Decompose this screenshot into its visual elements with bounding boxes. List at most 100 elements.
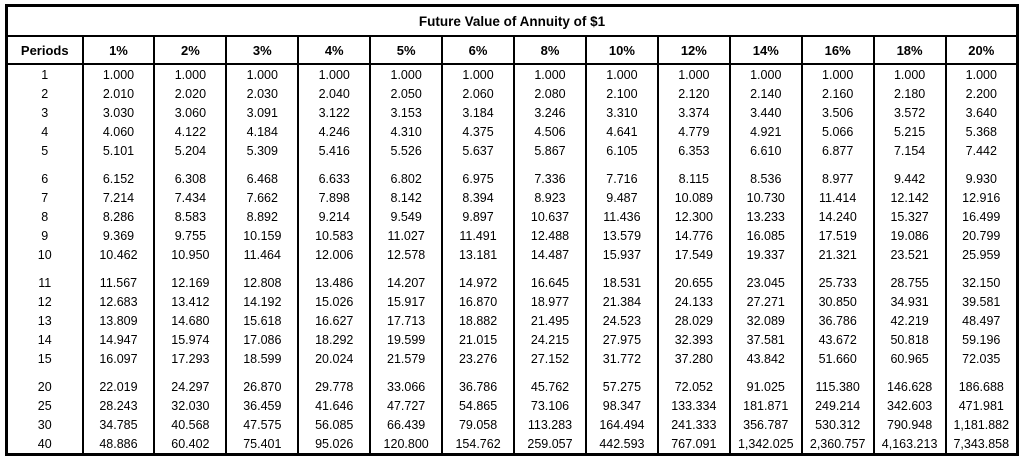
value-cell: 15.937 bbox=[584, 245, 659, 264]
period-cell: 9 bbox=[5, 226, 84, 245]
value-cell: 24.133 bbox=[656, 292, 731, 311]
value-cell: 9.755 bbox=[153, 226, 228, 245]
value-cell: 259.057 bbox=[513, 434, 587, 455]
value-cell: 12.142 bbox=[872, 188, 947, 207]
value-cell: 16.085 bbox=[728, 226, 803, 245]
table-row-period-30: 30 34.785 40.568 47.575 56.085 66.439 79.058 11… bbox=[5, 415, 1019, 434]
value-cell: 24.523 bbox=[584, 311, 659, 330]
value-cell: 33.066 bbox=[369, 368, 444, 396]
value-cell: 2.140 bbox=[728, 84, 803, 103]
value-cell: 7.662 bbox=[225, 188, 300, 207]
period-cell: 1 bbox=[5, 64, 84, 84]
value-cell: 12.169 bbox=[153, 264, 228, 292]
value-cell: 27.152 bbox=[513, 349, 587, 368]
value-cell: 18.292 bbox=[297, 330, 372, 349]
value-cell: 2.040 bbox=[297, 84, 372, 103]
value-cell: 8.142 bbox=[369, 188, 444, 207]
value-cell: 4,163.213 bbox=[872, 434, 947, 455]
value-cell: 34.785 bbox=[81, 415, 156, 434]
value-cell: 18.531 bbox=[584, 264, 659, 292]
table-head: Future Value of Annuity of $1 Periods 1%… bbox=[5, 4, 1019, 65]
value-cell: 18.599 bbox=[225, 349, 300, 368]
value-cell: 6.468 bbox=[225, 160, 300, 188]
table-row-period-40: 40 48.886 60.402 75.401 95.026 120.800 154.762… bbox=[5, 434, 1019, 455]
value-cell: 48.497 bbox=[944, 311, 1019, 330]
value-cell: 7.214 bbox=[81, 188, 156, 207]
value-cell: 5.526 bbox=[369, 141, 444, 160]
value-cell: 51.660 bbox=[800, 349, 875, 368]
rate-column-header-6: 6% bbox=[441, 35, 516, 65]
value-cell: 3.440 bbox=[728, 103, 803, 122]
value-cell: 14.776 bbox=[656, 226, 731, 245]
value-cell: 26.870 bbox=[225, 368, 300, 396]
value-cell: 5.204 bbox=[153, 141, 228, 160]
rate-column-header-16: 16% bbox=[800, 35, 875, 65]
value-cell: 7.898 bbox=[297, 188, 372, 207]
future-value-annuity-table: Future Value of Annuity of $1 Periods 1%… bbox=[5, 4, 1019, 456]
value-cell: 7.716 bbox=[584, 160, 659, 188]
value-cell: 16.870 bbox=[441, 292, 516, 311]
value-cell: 21.321 bbox=[800, 245, 875, 264]
value-cell: 2.160 bbox=[800, 84, 875, 103]
table-row-period-13: 13 13.809 14.680 15.618 16.627 17.713 18.882 21… bbox=[5, 311, 1019, 330]
period-cell: 7 bbox=[5, 188, 84, 207]
value-cell: 14.240 bbox=[800, 207, 875, 226]
value-cell: 1.000 bbox=[513, 64, 587, 84]
value-cell: 8.977 bbox=[800, 160, 875, 188]
value-cell: 54.865 bbox=[441, 396, 516, 415]
rate-column-header-2: 2% bbox=[153, 35, 228, 65]
value-cell: 79.058 bbox=[441, 415, 516, 434]
rate-column-header-20: 20% bbox=[944, 35, 1019, 65]
value-cell: 5.867 bbox=[513, 141, 587, 160]
value-cell: 356.787 bbox=[728, 415, 803, 434]
period-cell: 12 bbox=[5, 292, 84, 311]
value-cell: 1.000 bbox=[584, 64, 659, 84]
value-cell: 9.487 bbox=[584, 188, 659, 207]
rate-column-header-18: 18% bbox=[872, 35, 947, 65]
table-row-period-2: 2 2.010 2.020 2.030 2.040 2.050 2.060 2.080 2.10… bbox=[5, 84, 1019, 103]
period-cell: 3 bbox=[5, 103, 84, 122]
table-row-period-7: 7 7.214 7.434 7.662 7.898 8.142 8.394 8.923 9.48… bbox=[5, 188, 1019, 207]
value-cell: 21.015 bbox=[441, 330, 516, 349]
value-cell: 75.401 bbox=[225, 434, 300, 455]
table-row-period-9: 9 9.369 9.755 10.159 10.583 11.027 11.491 12.48… bbox=[5, 226, 1019, 245]
value-cell: 95.026 bbox=[297, 434, 372, 455]
value-cell: 36.786 bbox=[441, 368, 516, 396]
value-cell: 4.375 bbox=[441, 122, 516, 141]
value-cell: 3.091 bbox=[225, 103, 300, 122]
value-cell: 4.921 bbox=[728, 122, 803, 141]
value-cell: 16.645 bbox=[513, 264, 587, 292]
value-cell: 6.152 bbox=[81, 160, 156, 188]
table-row-period-15: 15 16.097 17.293 18.599 20.024 21.579 23.276 27… bbox=[5, 349, 1019, 368]
value-cell: 34.931 bbox=[872, 292, 947, 311]
value-cell: 2.030 bbox=[225, 84, 300, 103]
value-cell: 27.271 bbox=[728, 292, 803, 311]
value-cell: 60.402 bbox=[153, 434, 228, 455]
rate-column-header-4: 4% bbox=[297, 35, 372, 65]
value-cell: 4.060 bbox=[81, 122, 156, 141]
value-cell: 13.486 bbox=[297, 264, 372, 292]
value-cell: 7.336 bbox=[513, 160, 587, 188]
period-cell: 2 bbox=[5, 84, 84, 103]
value-cell: 14.680 bbox=[153, 311, 228, 330]
period-cell: 6 bbox=[5, 160, 84, 188]
value-cell: 5.215 bbox=[872, 122, 947, 141]
value-cell: 32.030 bbox=[153, 396, 228, 415]
value-cell: 8.536 bbox=[728, 160, 803, 188]
value-cell: 21.495 bbox=[513, 311, 587, 330]
value-cell: 11.436 bbox=[584, 207, 659, 226]
value-cell: 9.549 bbox=[369, 207, 444, 226]
value-cell: 6.610 bbox=[728, 141, 803, 160]
value-cell: 7,343.858 bbox=[944, 434, 1019, 455]
value-cell: 8.923 bbox=[513, 188, 587, 207]
value-cell: 3.374 bbox=[656, 103, 731, 122]
value-cell: 11.464 bbox=[225, 245, 300, 264]
value-cell: 18.977 bbox=[513, 292, 587, 311]
period-cell: 20 bbox=[5, 368, 84, 396]
value-cell: 98.347 bbox=[584, 396, 659, 415]
value-cell: 11.414 bbox=[800, 188, 875, 207]
value-cell: 5.368 bbox=[944, 122, 1019, 141]
value-cell: 790.948 bbox=[872, 415, 947, 434]
value-cell: 6.633 bbox=[297, 160, 372, 188]
value-cell: 47.575 bbox=[225, 415, 300, 434]
